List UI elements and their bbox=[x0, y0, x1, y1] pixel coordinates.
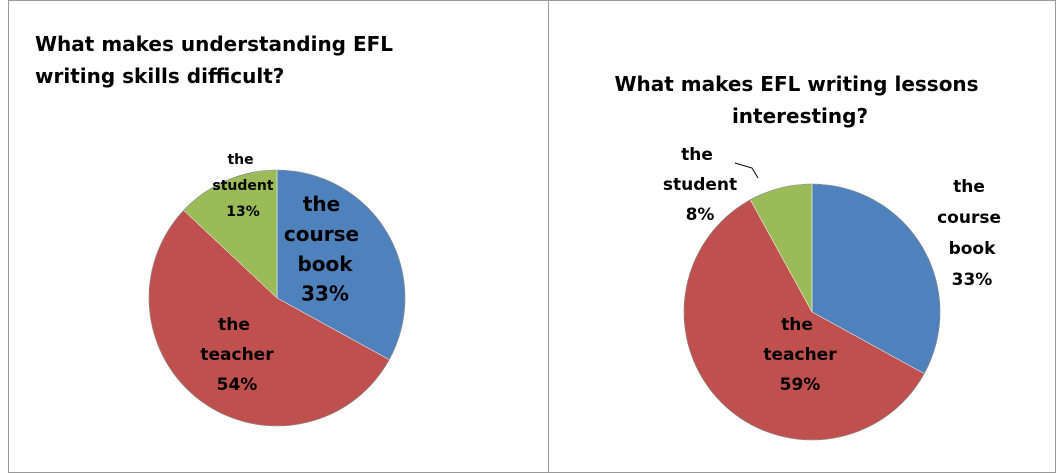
chart-title: What makes EFL writing lessons interesti… bbox=[614, 72, 985, 128]
slice-value-label: 54% bbox=[217, 375, 258, 395]
slice-value-label: 59% bbox=[780, 375, 821, 395]
slice-label: the course book bbox=[284, 192, 366, 276]
leader-line bbox=[734, 162, 759, 179]
pie-outline bbox=[148, 169, 406, 427]
slice-label: the course book bbox=[937, 177, 1007, 259]
slice-label: the teacher bbox=[763, 315, 837, 365]
slice-value-label: 33% bbox=[301, 282, 349, 306]
slice-label: the student bbox=[212, 152, 273, 194]
slice-value-label: 13% bbox=[226, 204, 260, 220]
slice-value-label: 8% bbox=[686, 205, 715, 225]
chart-title: What makes understanding EFL writing ski… bbox=[35, 32, 400, 88]
slice-label: the student bbox=[663, 145, 737, 195]
slice-value-label: 33% bbox=[952, 270, 993, 290]
pie-outline bbox=[683, 183, 941, 441]
slice-label: the teacher bbox=[200, 315, 274, 365]
